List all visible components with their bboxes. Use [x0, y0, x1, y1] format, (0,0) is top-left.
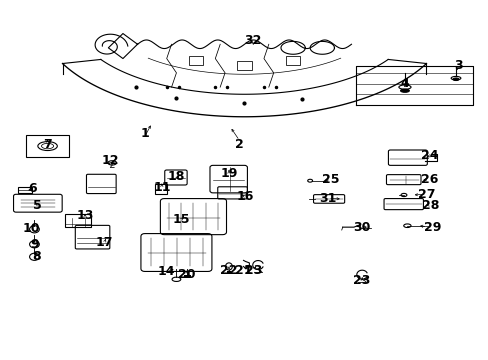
Text: 7: 7	[43, 138, 52, 151]
Bar	[285, 56, 300, 65]
Text: 17: 17	[96, 236, 113, 249]
Text: 10: 10	[23, 222, 40, 235]
Bar	[226, 271, 231, 274]
Text: 32: 32	[244, 34, 262, 47]
Text: 31: 31	[319, 192, 336, 205]
Ellipse shape	[452, 78, 458, 81]
Text: 13: 13	[76, 209, 94, 222]
Text: 21: 21	[234, 264, 252, 276]
Text: 2: 2	[235, 138, 244, 151]
Bar	[19, 187, 32, 193]
Bar	[188, 56, 203, 65]
Text: 3: 3	[453, 59, 462, 72]
Text: 28: 28	[421, 198, 438, 212]
Bar	[154, 184, 166, 194]
Text: 16: 16	[236, 190, 254, 203]
Text: 22: 22	[220, 264, 237, 276]
Text: 14: 14	[158, 265, 175, 278]
Text: 12: 12	[102, 154, 119, 167]
Text: 8: 8	[32, 250, 41, 263]
Text: 1: 1	[140, 127, 149, 140]
Bar	[183, 275, 190, 278]
Text: 29: 29	[424, 221, 441, 234]
Text: 15: 15	[172, 213, 190, 226]
Bar	[237, 61, 251, 69]
Text: 23: 23	[244, 264, 262, 276]
Text: 9: 9	[30, 238, 39, 251]
Text: 11: 11	[153, 181, 170, 194]
Text: 19: 19	[220, 167, 237, 180]
Ellipse shape	[400, 89, 408, 92]
Bar	[64, 213, 91, 227]
Text: 27: 27	[417, 188, 435, 201]
Text: 5: 5	[33, 198, 42, 212]
Text: 25: 25	[322, 173, 339, 186]
Text: 24: 24	[421, 149, 438, 162]
Text: 6: 6	[29, 183, 37, 195]
Text: 18: 18	[167, 170, 185, 183]
Text: 20: 20	[178, 268, 196, 281]
Text: 4: 4	[400, 77, 408, 90]
Text: 26: 26	[420, 173, 437, 186]
Text: 23: 23	[353, 274, 370, 287]
Text: 30: 30	[353, 221, 370, 234]
